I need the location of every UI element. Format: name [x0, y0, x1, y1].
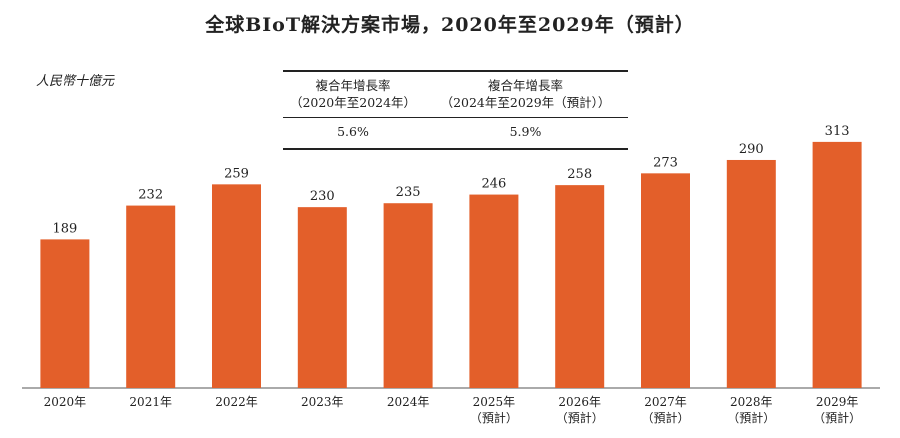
value-label-3: 230	[310, 189, 335, 204]
cagr-table: 複合年增長率 （2020年至2024年） 複合年增長率 （2024年至2029年…	[283, 70, 628, 150]
bar-3	[297, 207, 347, 388]
bar-6	[555, 185, 605, 388]
x-tick-label-4: 2024年	[387, 395, 430, 409]
value-label-5: 246	[481, 177, 506, 192]
x-tick-label-1: 2021年	[129, 395, 172, 409]
value-label-2: 259	[224, 166, 249, 181]
x-tick-label-0: 2020年	[44, 395, 87, 409]
bar-4	[383, 203, 433, 388]
cagr-header-2024-2029: 複合年增長率 （2024年至2029年（預計））	[423, 77, 628, 111]
x-tick-label-8: 2028年	[730, 395, 773, 409]
value-label-8: 290	[739, 142, 764, 157]
value-label-6: 258	[567, 167, 592, 182]
x-tick-label-5: 2025年	[473, 395, 516, 409]
bar-1	[126, 205, 176, 388]
x-tick-label-6: 2026年	[558, 395, 601, 409]
chart-title: 全球BIoT解決方案市場，2020年至2029年（預計）	[205, 14, 695, 36]
cagr-header-2020-2024-line2: （2020年至2024年）	[289, 95, 417, 110]
cagr-value-2024-2029: 5.9%	[509, 124, 542, 139]
x-tick-note-7: （預計）	[641, 410, 689, 425]
value-label-0: 189	[52, 221, 77, 236]
x-tick-note-9: （預計）	[813, 410, 861, 425]
x-tick-note-8: （預計）	[727, 410, 775, 425]
x-tick-note-6: （預計）	[556, 410, 604, 425]
x-tick-label-3: 2023年	[301, 395, 344, 409]
bar-7	[641, 173, 690, 388]
x-tick-label-7: 2027年	[644, 395, 687, 409]
value-label-7: 273	[653, 155, 678, 170]
cagr-header-2024-2029-line2: （2024年至2029年（預計））	[440, 95, 611, 110]
cagr-header-2020-2024-line1: 複合年增長率	[315, 78, 391, 93]
cagr-value-2020-2024: 5.6%	[337, 124, 369, 139]
x-tick-label-2: 2022年	[215, 395, 258, 409]
cagr-header-2024-2029-line1: 複合年增長率	[487, 78, 563, 93]
bar-5	[469, 194, 519, 388]
value-label-4: 235	[396, 185, 421, 200]
bar-0	[40, 239, 90, 388]
cagr-header-row: 複合年增長率 （2020年至2024年） 複合年增長率 （2024年至2029年…	[283, 72, 628, 118]
value-label-1: 232	[138, 188, 163, 203]
x-tick-note-5: （預計）	[470, 410, 518, 425]
cagr-value-row: 5.6% 5.9%	[283, 118, 628, 148]
unit-label: 人民幣十億元	[36, 74, 115, 89]
x-tick-label-9: 2029年	[816, 395, 859, 409]
bar-9	[812, 141, 862, 388]
cagr-header-2020-2024: 複合年增長率 （2020年至2024年）	[283, 77, 423, 111]
bar-2	[212, 184, 261, 388]
value-label-9: 313	[825, 124, 850, 139]
bar-8	[726, 159, 776, 388]
